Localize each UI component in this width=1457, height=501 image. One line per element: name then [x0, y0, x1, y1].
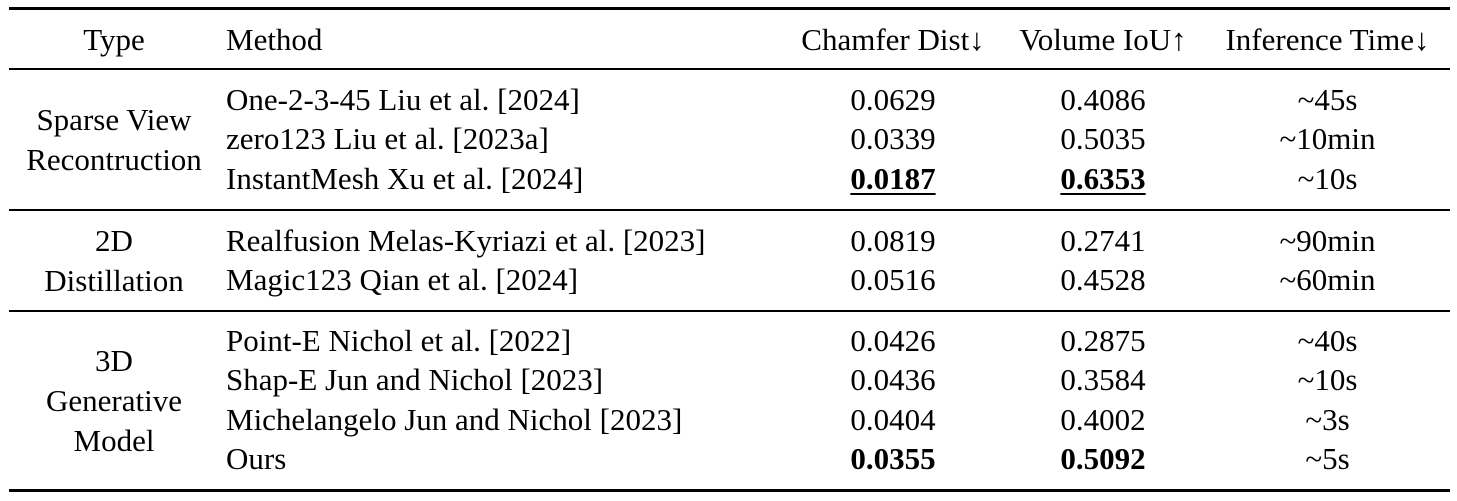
time-cell: ~3s — [1305, 402, 1350, 437]
chamfer-cell-wrap: 0.0187 — [783, 163, 1003, 194]
method-cell: One-2-3-45 Liu et al. [2024] — [226, 82, 580, 117]
iou-cell: 0.3584 — [1060, 362, 1146, 397]
time-cell: ~90min — [1279, 223, 1376, 258]
iou-cell: 0.2741 — [1060, 223, 1146, 258]
type-label-line: Model — [73, 423, 155, 458]
bottom-rule — [9, 489, 1450, 492]
header-iou: Volume IoU↑ — [1019, 22, 1187, 57]
chamfer-cell: 0.0404 — [850, 402, 936, 437]
type-label-line: 3D — [95, 343, 133, 378]
header-rule — [9, 68, 1450, 70]
header-method: Method — [226, 22, 323, 57]
iou-cell: 0.4086 — [1060, 82, 1146, 117]
time-cell: ~40s — [1297, 323, 1358, 358]
method-cell: zero123 Liu et al. [2023a] — [226, 121, 549, 156]
method-cell: Michelangelo Jun and Nichol [2023] — [226, 402, 683, 437]
time-cell: ~10min — [1279, 121, 1376, 156]
iou-cell: 0.4002 — [1060, 402, 1146, 437]
ours-chamfer-cell: 0.0355 — [850, 441, 936, 476]
iou-cell: 0.2875 — [1060, 323, 1146, 358]
method-cell: Ours — [226, 441, 287, 476]
time-cell: ~5s — [1305, 441, 1350, 476]
chamfer-cell: 0.0426 — [850, 323, 936, 358]
time-cell: ~10s — [1297, 161, 1358, 196]
method-cell: Realfusion Melas-Kyriazi et al. [2023] — [226, 223, 706, 258]
chamfer-cell: 0.0339 — [850, 121, 936, 156]
type-label-line: Generative — [46, 383, 182, 418]
chamfer-cell: 0.0436 — [850, 362, 936, 397]
best-iou-value: 0.6353 — [1060, 161, 1146, 196]
time-cell: ~60min — [1279, 262, 1376, 297]
time-cell: ~45s — [1297, 82, 1358, 117]
chamfer-cell: 0.0629 — [850, 82, 936, 117]
iou-cell-wrap: 0.6353 — [1003, 163, 1203, 194]
header-type: Type — [83, 22, 145, 57]
type-label-line: Recontruction — [26, 142, 202, 177]
group-rule — [9, 209, 1450, 211]
header-chamfer: Chamfer Dist↓ — [801, 22, 985, 57]
method-cell: Point-E Nichol et al. [2022] — [226, 323, 572, 358]
method-cell: Shap-E Jun and Nichol [2023] — [226, 362, 604, 397]
time-cell: ~10s — [1297, 362, 1358, 397]
best-chamfer-value: 0.0187 — [850, 161, 936, 196]
ours-iou-cell: 0.5092 — [1060, 441, 1146, 476]
iou-cell: 0.4528 — [1060, 262, 1146, 297]
group-rule — [9, 310, 1450, 312]
chamfer-cell: 0.0516 — [850, 262, 936, 297]
method-cell: Magic123 Qian et al. [2024] — [226, 262, 579, 297]
iou-cell: 0.5035 — [1060, 121, 1146, 156]
type-label-line: 2D — [95, 223, 133, 258]
top-rule — [9, 7, 1450, 10]
type-label-line: Sparse View — [36, 102, 192, 137]
results-table: Type Method Chamfer Dist↓ Volume IoU↑ In… — [9, 0, 1450, 501]
method-cell: InstantMesh Xu et al. [2024] — [226, 161, 584, 196]
chamfer-cell: 0.0819 — [850, 223, 936, 258]
header-time: Inference Time↓ — [1225, 22, 1430, 57]
type-label-line: Distillation — [44, 263, 184, 298]
